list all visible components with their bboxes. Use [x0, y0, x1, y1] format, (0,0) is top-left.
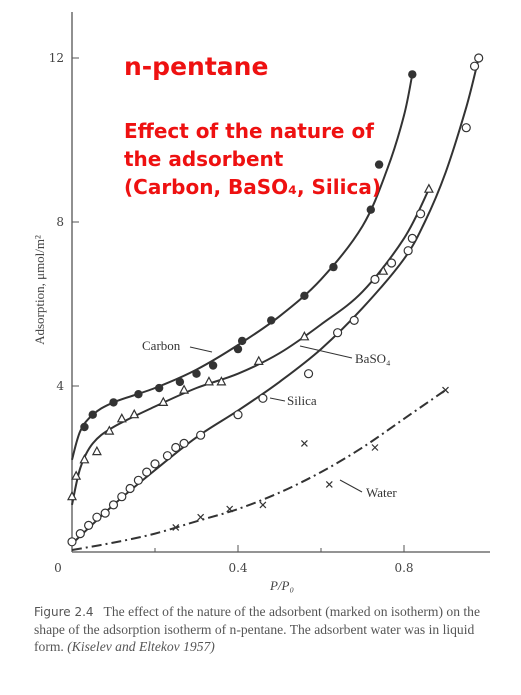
point-baso-	[253, 355, 264, 365]
point-silica	[403, 246, 413, 256]
point-silica	[469, 61, 480, 71]
point-water	[197, 513, 205, 521]
point-carbon	[109, 398, 118, 407]
point-carbon	[208, 361, 218, 370]
point-silica	[133, 475, 143, 485]
curve-water	[71, 389, 447, 551]
point-silica	[83, 520, 94, 531]
point-baso-	[179, 384, 190, 394]
label-water: Water	[366, 485, 397, 500]
point-baso-	[104, 425, 115, 435]
curve-baso-	[71, 188, 430, 506]
point-water	[300, 439, 308, 447]
point-water	[226, 505, 234, 513]
adsorption-isotherm-chart: 4 8 12 0 0.4 0.8 P/P₀ Adsorption, μmol/m² Carbo…	[32, 12, 490, 593]
caption-text: The effect of the nature of the adsorben…	[34, 604, 481, 654]
label-baso-: BaSO₄	[355, 351, 391, 366]
point-baso-	[203, 376, 214, 386]
point-baso-	[91, 445, 102, 456]
leader-silica	[269, 397, 286, 402]
point-silica	[100, 508, 110, 518]
point-silica	[407, 233, 417, 243]
leader-water	[339, 479, 363, 493]
point-carbon	[134, 390, 143, 399]
label-carbon: Carbon	[142, 338, 181, 353]
point-baso-	[378, 265, 389, 275]
y-tick-label: 12	[49, 51, 64, 65]
point-baso-	[216, 376, 227, 386]
point-water	[172, 524, 180, 531]
point-silica	[258, 393, 268, 403]
point-baso-	[158, 396, 169, 406]
point-carbon	[237, 336, 247, 346]
chart-series-labels: Carbon BaSO₄ Silica Water	[142, 338, 397, 500]
y-tick-label: 8	[56, 215, 64, 229]
overlay-subtitle: Effect of the nature of the adsorbent (C…	[124, 119, 381, 199]
leader-baso-	[299, 345, 353, 359]
point-carbon	[192, 369, 201, 378]
point-silica	[142, 467, 152, 477]
point-silica	[233, 410, 243, 420]
figure-caption: Figure 2.4 The effect of the nature of th…	[34, 603, 504, 655]
point-silica	[75, 528, 85, 539]
point-carbon	[267, 316, 276, 325]
point-carbon	[154, 383, 164, 393]
point-carbon	[300, 291, 309, 300]
x-tick-label: 0	[54, 561, 62, 575]
label-silica: Silica	[287, 393, 317, 408]
point-baso-	[67, 490, 77, 501]
point-baso-	[299, 331, 310, 341]
point-silica	[92, 512, 102, 522]
point-silica	[474, 53, 484, 63]
point-water	[259, 501, 267, 509]
point-water	[325, 480, 333, 488]
figure-label: Figure 2.4	[34, 605, 94, 619]
point-silica	[117, 492, 127, 502]
point-silica	[303, 369, 314, 379]
point-carbon	[408, 70, 417, 79]
point-carbon	[80, 422, 89, 432]
point-silica	[108, 500, 119, 510]
point-silica	[150, 459, 160, 469]
point-baso-	[116, 413, 127, 423]
point-silica	[416, 209, 426, 219]
point-water	[442, 386, 449, 394]
point-baso-	[79, 454, 90, 464]
leader-carbon	[189, 346, 213, 353]
point-silica	[386, 258, 397, 268]
point-silica	[171, 442, 181, 453]
point-silica	[461, 123, 471, 133]
overlay-title: n-pentane	[124, 52, 269, 81]
y-tick-label: 4	[56, 379, 64, 393]
point-silica	[125, 483, 135, 494]
point-silica	[196, 430, 206, 440]
point-carbon	[366, 205, 375, 214]
point-carbon	[175, 377, 185, 387]
x-axis-title: P/P₀	[269, 578, 294, 593]
point-carbon	[233, 344, 243, 354]
curve-silica	[71, 57, 480, 545]
point-water	[371, 444, 379, 451]
x-tick-label: 0.8	[394, 561, 413, 575]
point-silica	[349, 315, 359, 325]
point-silica	[162, 451, 173, 461]
y-axis-title: Adsorption, μmol/m²	[32, 235, 47, 345]
point-silica	[370, 274, 380, 284]
point-silica	[67, 537, 77, 547]
point-baso-	[129, 408, 140, 419]
caption-citation: (Kiselev and Eltekov 1957)	[67, 639, 215, 654]
chart-axes: 4 8 12 0 0.4 0.8 P/P₀ Adsorption, μmol/m²	[32, 12, 490, 593]
chart-markers	[67, 53, 484, 547]
point-carbon	[329, 262, 338, 272]
point-silica	[333, 328, 343, 338]
point-carbon	[88, 410, 97, 419]
point-baso-	[71, 470, 82, 480]
point-silica	[179, 438, 189, 448]
point-carbon	[374, 160, 384, 169]
point-baso-	[423, 183, 434, 193]
x-tick-label: 0.4	[228, 561, 247, 575]
